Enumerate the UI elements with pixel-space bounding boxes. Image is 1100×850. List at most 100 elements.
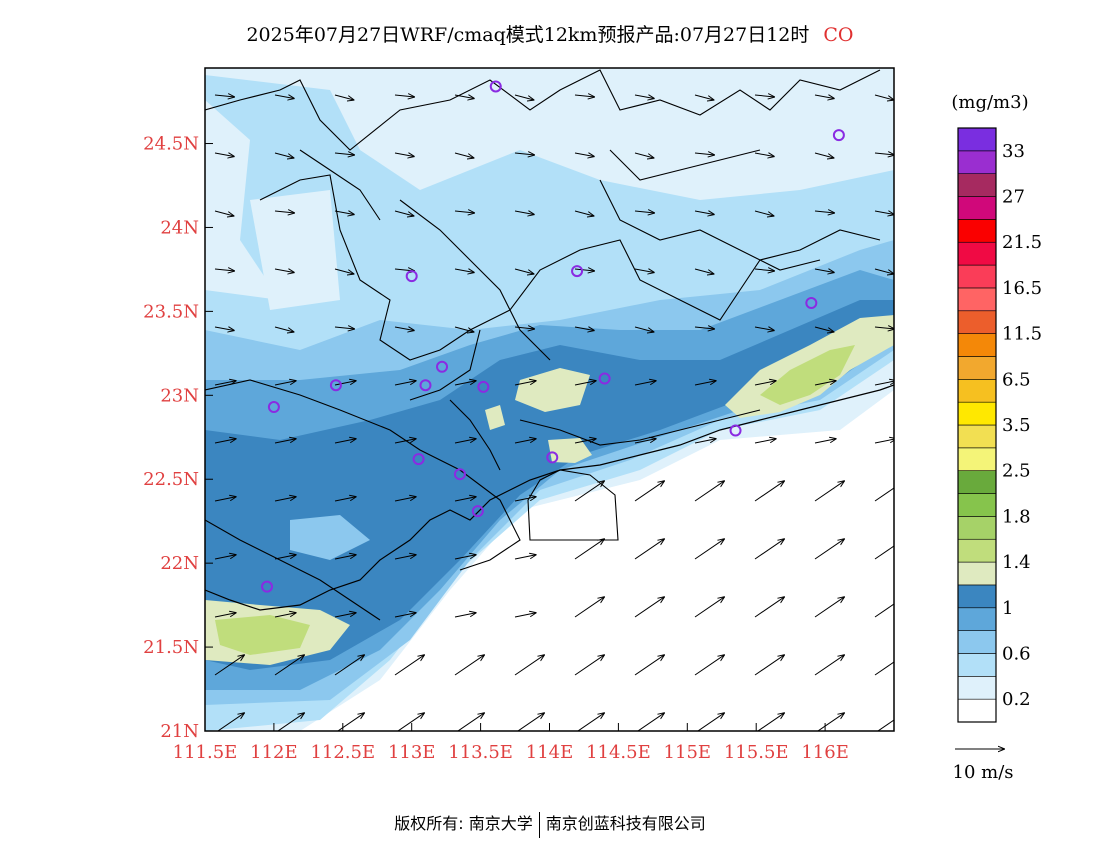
station-markers [261, 80, 845, 593]
wind-arrow [397, 713, 425, 731]
colorbar-frame [957, 127, 997, 723]
wind-arrow [634, 326, 654, 332]
wind-arrow [274, 497, 297, 502]
colorbar-label: 27 [1002, 187, 1025, 208]
lon-tick-label: 114E [526, 742, 574, 763]
wind-arrow [754, 269, 775, 271]
wind-arrow [394, 655, 425, 676]
wind-arrow [394, 555, 417, 560]
colorbar-swatch [957, 516, 997, 540]
wind-arrow [514, 555, 537, 560]
wind-arrow [874, 94, 894, 100]
wind-arrow [514, 211, 535, 215]
wind-arrow [814, 539, 845, 560]
wind-arrow [394, 613, 417, 618]
wind-arrow [694, 481, 725, 502]
wind-arrow [334, 94, 354, 100]
wind-arrow [394, 381, 417, 386]
wind-arrow [694, 539, 725, 560]
lat-tick-label: 21N [160, 721, 199, 742]
station-marker [267, 401, 280, 414]
wind-arrow [874, 211, 894, 215]
wind-arrow [334, 211, 355, 215]
wind-arrow [874, 381, 894, 386]
wind-arrow [814, 439, 837, 444]
wind-arrow [574, 210, 594, 216]
wind-arrow [454, 95, 475, 99]
colorbar-label: 1.8 [1002, 506, 1031, 527]
colorbar-swatch [957, 676, 997, 700]
colorbar-label: 1.4 [1002, 552, 1031, 573]
colorbar: 0.2 0.6 1 1.4 1.8 2.5 3.5 6.5 11.5 16.5 21.5 27 33 [957, 127, 1042, 723]
wind-arrow [454, 497, 477, 502]
station-marker [405, 270, 418, 283]
wind-arrow [454, 613, 477, 618]
wind-arrow [334, 655, 365, 676]
wind-arrow [814, 597, 845, 618]
wind-arrow [877, 719, 894, 731]
wind-arrow [454, 269, 475, 273]
wind-arrow [634, 539, 665, 560]
colorbar-swatch [957, 356, 997, 380]
colorbar-swatch [957, 196, 997, 220]
wind-arrow [394, 95, 415, 97]
wind-arrow [694, 327, 715, 329]
wind-arrow [394, 210, 414, 216]
wind-arrow [874, 603, 894, 618]
colorbar-swatch [957, 401, 997, 426]
wind-arrow [634, 95, 655, 99]
lon-tick-label: 112E [250, 742, 298, 763]
wind-arrow [697, 713, 725, 731]
longitude-ticks: 111.5E 112E 112.5E 113E 113.5E 114E 114.5E 115E… [173, 723, 849, 763]
wind-arrow [214, 95, 235, 97]
copyright-left: 版权所有: 南京大学 [394, 814, 533, 833]
station-marker [805, 296, 818, 309]
boundary-lines [205, 69, 881, 621]
wind-arrow [454, 555, 477, 560]
wind-arrow [274, 211, 295, 213]
wind-arrow [214, 655, 245, 676]
wind-arrow [334, 439, 357, 444]
colorbar-label: 0.2 [1002, 689, 1031, 710]
station-marker [471, 505, 484, 518]
wind-arrow [454, 655, 485, 676]
wind-arrow [454, 381, 477, 386]
colorbar-label: 2.5 [1002, 461, 1031, 482]
wind-arrow [514, 381, 537, 386]
wind-arrow [634, 481, 665, 502]
colorbar-label: 21.5 [1002, 232, 1042, 253]
wind-arrow [334, 381, 357, 386]
wind-arrow [754, 439, 777, 444]
wind-arrow [574, 439, 597, 444]
wind-arrow [274, 152, 294, 158]
wind-arrow [514, 153, 535, 155]
wind-arrow [574, 95, 595, 97]
wind-arrow [217, 713, 245, 731]
wind-arrow [274, 439, 297, 444]
colorbar-swatch [957, 241, 997, 266]
footer: 版权所有: 南京大学 南京创蓝科技有限公司 [0, 810, 1100, 838]
wind-arrow [214, 439, 237, 444]
colorbar-label: 11.5 [1002, 324, 1042, 345]
station-marker [489, 80, 502, 93]
latitude-ticks: 21N 21.5N 22N 22.5N 23N 23.5N 24N 24.5N [143, 134, 213, 742]
wind-arrow [814, 655, 845, 676]
wind-arrow [214, 153, 235, 157]
station-marker [546, 451, 559, 464]
wind-arrow [454, 211, 475, 213]
colorbar-label: 0.6 [1002, 643, 1031, 664]
wind-arrow [814, 269, 835, 273]
colorbar-swatch [957, 653, 997, 677]
colorbar-label: 3.5 [1002, 415, 1031, 436]
colorbar-swatch [957, 287, 997, 312]
wind-arrow [394, 497, 417, 502]
wind-arrow [514, 655, 545, 676]
station-marker [453, 468, 466, 481]
lat-tick-label: 21.5N [143, 637, 199, 658]
wind-arrow [274, 326, 294, 332]
wind-arrow [574, 539, 605, 560]
wind-arrow [394, 327, 415, 331]
wind-arrow [694, 94, 714, 100]
colorbar-unit: (mg/m3) [951, 92, 1028, 113]
